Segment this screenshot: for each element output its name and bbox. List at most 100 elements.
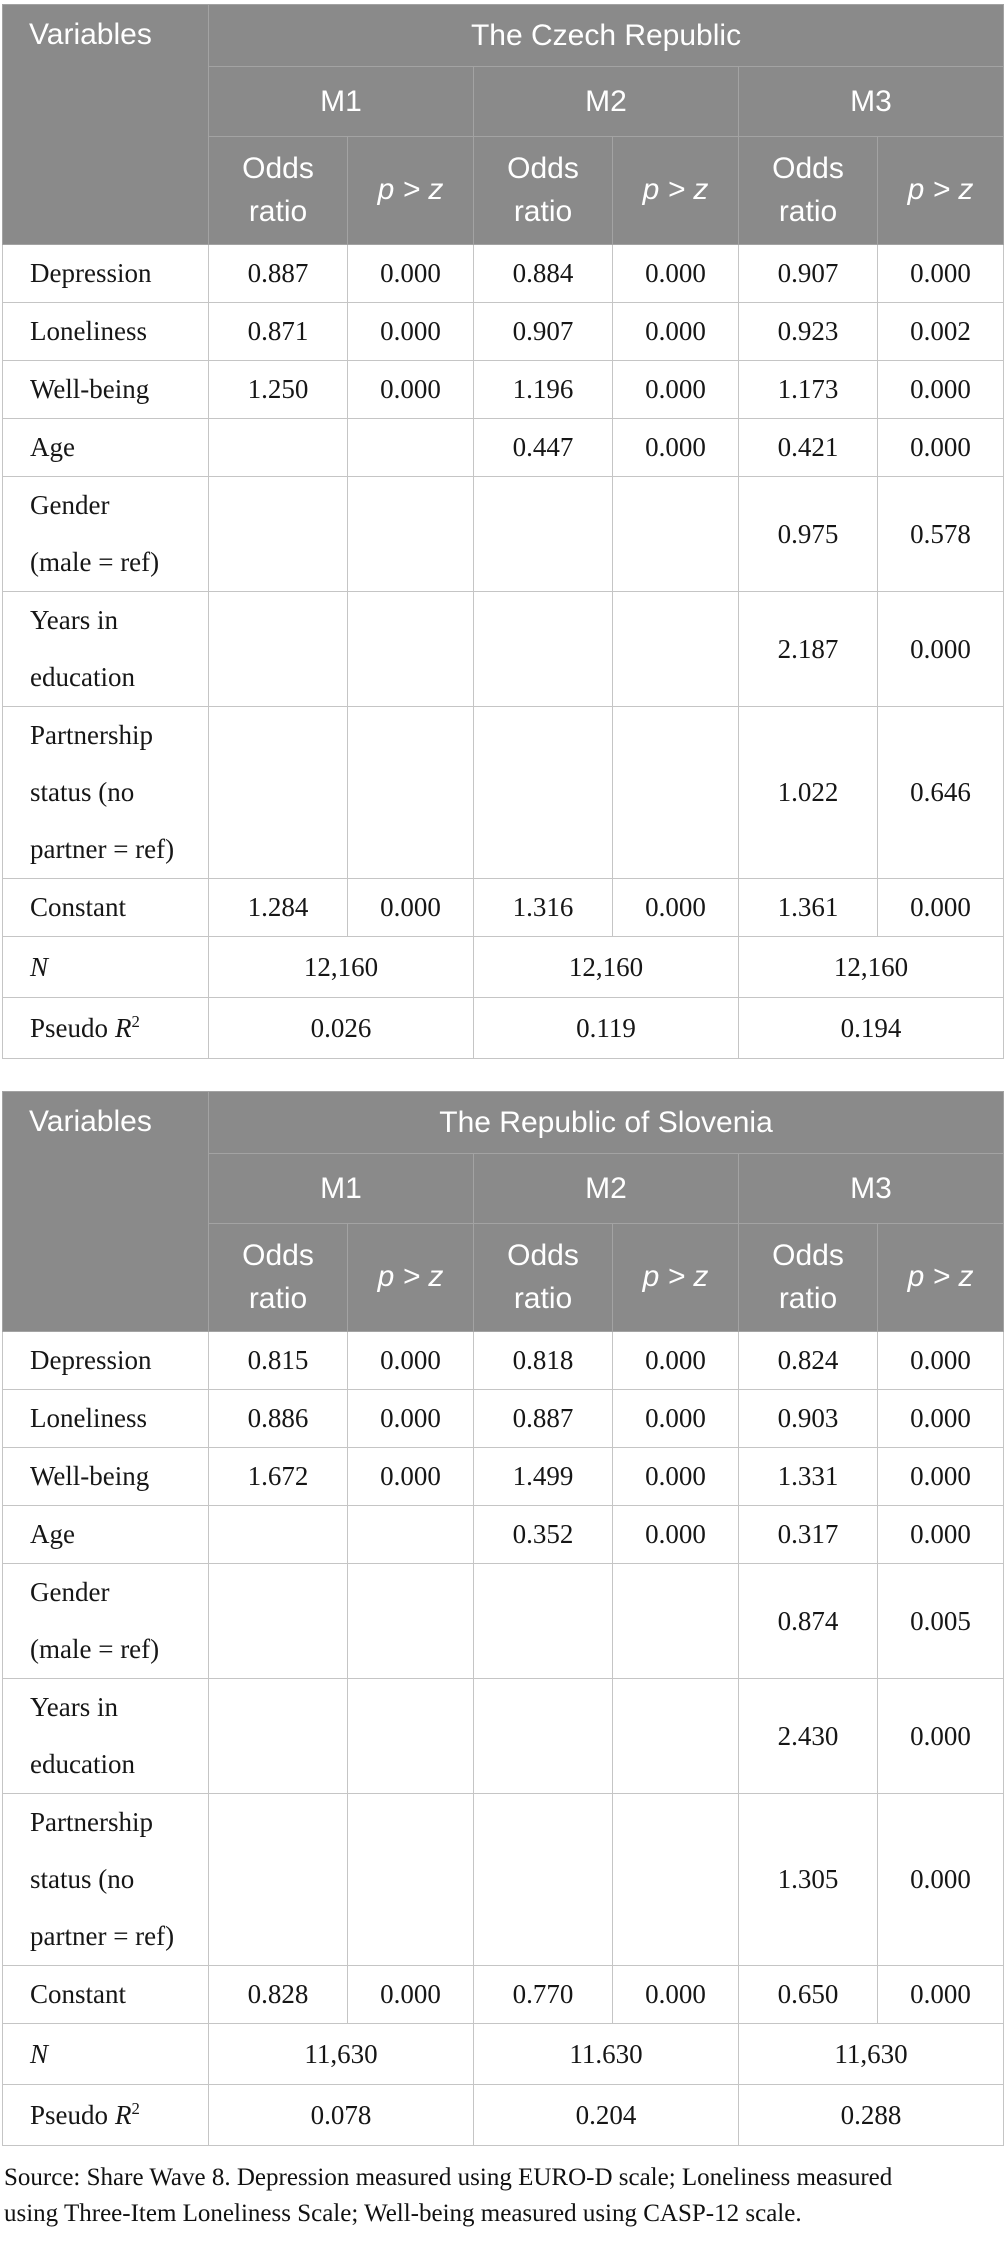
table-row: Loneliness 0.871 0.000 0.907 0.000 0.923… — [2, 302, 1005, 361]
row-label: Constant — [2, 878, 209, 937]
cell-value — [347, 476, 474, 592]
cell-value: 2.187 — [738, 591, 878, 707]
row-label: Partnership status (no partner = ref) — [2, 706, 209, 879]
cell-value: 0.000 — [612, 302, 739, 361]
cell-value: 0.000 — [347, 244, 474, 303]
table-row: Years in education 2.430 0.000 — [2, 1678, 1005, 1794]
cell-value: 0.646 — [876, 706, 1005, 879]
cell-value: 0.000 — [876, 1447, 1005, 1506]
cell-value — [347, 1505, 474, 1564]
row-label: Depression — [2, 1331, 209, 1390]
p-value-header: p > z — [347, 136, 474, 245]
cell-value — [208, 591, 348, 707]
cell-value: 0.000 — [347, 1447, 474, 1506]
row-label-n: N — [2, 2023, 209, 2085]
cell-value: 0.002 — [876, 302, 1005, 361]
cell-value: 0.000 — [612, 1965, 739, 2024]
cell-value — [208, 706, 348, 879]
table-row: Depression 0.815 0.000 0.818 0.000 0.824… — [2, 1331, 1005, 1390]
cell-value — [473, 591, 613, 707]
regression-table-slovenia: Variables The Republic of Slovenia M1 M2… — [2, 1091, 1005, 2146]
row-label: Well-being — [2, 360, 209, 419]
cell-value: 1.196 — [473, 360, 613, 419]
table-footnote: Source: Share Wave 8. Depression measure… — [4, 2164, 893, 2227]
row-label: Loneliness — [2, 1389, 209, 1448]
cell-value: 0.000 — [876, 1793, 1005, 1966]
cell-value: 0.000 — [612, 360, 739, 419]
cell-value: 0.000 — [876, 591, 1005, 707]
cell-value: 0.818 — [473, 1331, 613, 1390]
odds-ratio-header: Odds ratio — [473, 136, 613, 245]
cell-value: 0.650 — [738, 1965, 878, 2024]
cell-value: 0.000 — [347, 1389, 474, 1448]
table-row: Odds ratio p > z Odds ratio p > z Odds r… — [3, 1223, 1005, 1332]
cell-value: 0.886 — [208, 1389, 348, 1448]
cell-value — [347, 418, 474, 477]
table-row: Loneliness 0.886 0.000 0.887 0.000 0.903… — [2, 1389, 1005, 1448]
table-row: N 12,160 12,160 12,160 — [2, 936, 1005, 998]
pseudo-sup: 2 — [131, 1012, 140, 1031]
model-header-m1: M1 — [208, 66, 474, 137]
row-label: Constant — [2, 1965, 209, 2024]
row-label: Gender (male = ref) — [2, 1563, 209, 1679]
model-header-m2: M2 — [473, 1153, 739, 1224]
odds-ratio-header: Odds ratio — [208, 1223, 348, 1332]
cell-value: 0.447 — [473, 418, 613, 477]
cell-value: 0.000 — [347, 1965, 474, 2024]
table-row: Gender (male = ref) 0.975 0.578 — [2, 476, 1005, 592]
cell-value: 1.331 — [738, 1447, 878, 1506]
country-header: The Republic of Slovenia — [207, 1091, 1005, 1154]
pseudo-r: R — [115, 1013, 132, 1043]
cell-n: 12,160 — [737, 936, 1005, 998]
cell-n: 11,630 — [737, 2023, 1005, 2085]
table-row: Gender (male = ref) 0.874 0.005 — [2, 1563, 1005, 1679]
cell-value: 0.887 — [473, 1389, 613, 1448]
cell-value — [347, 1793, 474, 1966]
cell-value — [347, 591, 474, 707]
row-label: Depression — [2, 244, 209, 303]
pseudo-sup: 2 — [131, 2099, 140, 2118]
pseudo-word: Pseudo — [30, 1013, 109, 1043]
cell-value: 0.887 — [208, 244, 348, 303]
cell-value: 0.000 — [876, 244, 1005, 303]
cell-value — [208, 418, 348, 477]
row-label: Loneliness — [2, 302, 209, 361]
table-row: Well-being 1.672 0.000 1.499 0.000 1.331… — [2, 1447, 1005, 1506]
cell-value — [612, 1678, 739, 1794]
cell-pseudo-r2: 0.288 — [737, 2084, 1005, 2146]
cell-value: 0.000 — [876, 1505, 1005, 1564]
row-label: Partnership status (no partner = ref) — [2, 1793, 209, 1966]
row-label: Well-being — [2, 1447, 209, 1506]
cell-value — [473, 706, 613, 879]
table-row: Age 0.352 0.000 0.317 0.000 — [2, 1505, 1005, 1564]
cell-value: 1.672 — [208, 1447, 348, 1506]
cell-n: 11.630 — [473, 2023, 739, 2085]
cell-value — [208, 1563, 348, 1679]
table-row: Age 0.447 0.000 0.421 0.000 — [2, 418, 1005, 477]
p-value-header: p > z — [876, 136, 1005, 245]
table-row: Pseudo R2 0.026 0.119 0.194 — [2, 997, 1005, 1059]
p-value-header: p > z — [347, 1223, 474, 1332]
cell-pseudo-r2: 0.078 — [208, 2084, 474, 2146]
table-row: Partnership status (no partner = ref) 1.… — [2, 1793, 1005, 1966]
cell-value: 1.361 — [738, 878, 878, 937]
cell-value: 1.284 — [208, 878, 348, 937]
cell-value: 0.000 — [876, 1331, 1005, 1390]
model-header-m2: M2 — [473, 66, 739, 137]
cell-value: 0.000 — [876, 1965, 1005, 2024]
cell-value: 0.923 — [738, 302, 878, 361]
cell-n: 12,160 — [473, 936, 739, 998]
table-row: N 11,630 11.630 11,630 — [2, 2023, 1005, 2085]
cell-value: 0.421 — [738, 418, 878, 477]
cell-value: 0.000 — [612, 1389, 739, 1448]
table-row: Partnership status (no partner = ref) 1.… — [2, 706, 1005, 879]
cell-value — [473, 1793, 613, 1966]
cell-value: 1.022 — [738, 706, 878, 879]
cell-value: 1.173 — [738, 360, 878, 419]
pseudo-r: R — [115, 2100, 132, 2130]
cell-value — [208, 1678, 348, 1794]
country-header: The Czech Republic — [207, 4, 1005, 67]
cell-value — [208, 476, 348, 592]
variables-header: Variables — [2, 4, 209, 245]
